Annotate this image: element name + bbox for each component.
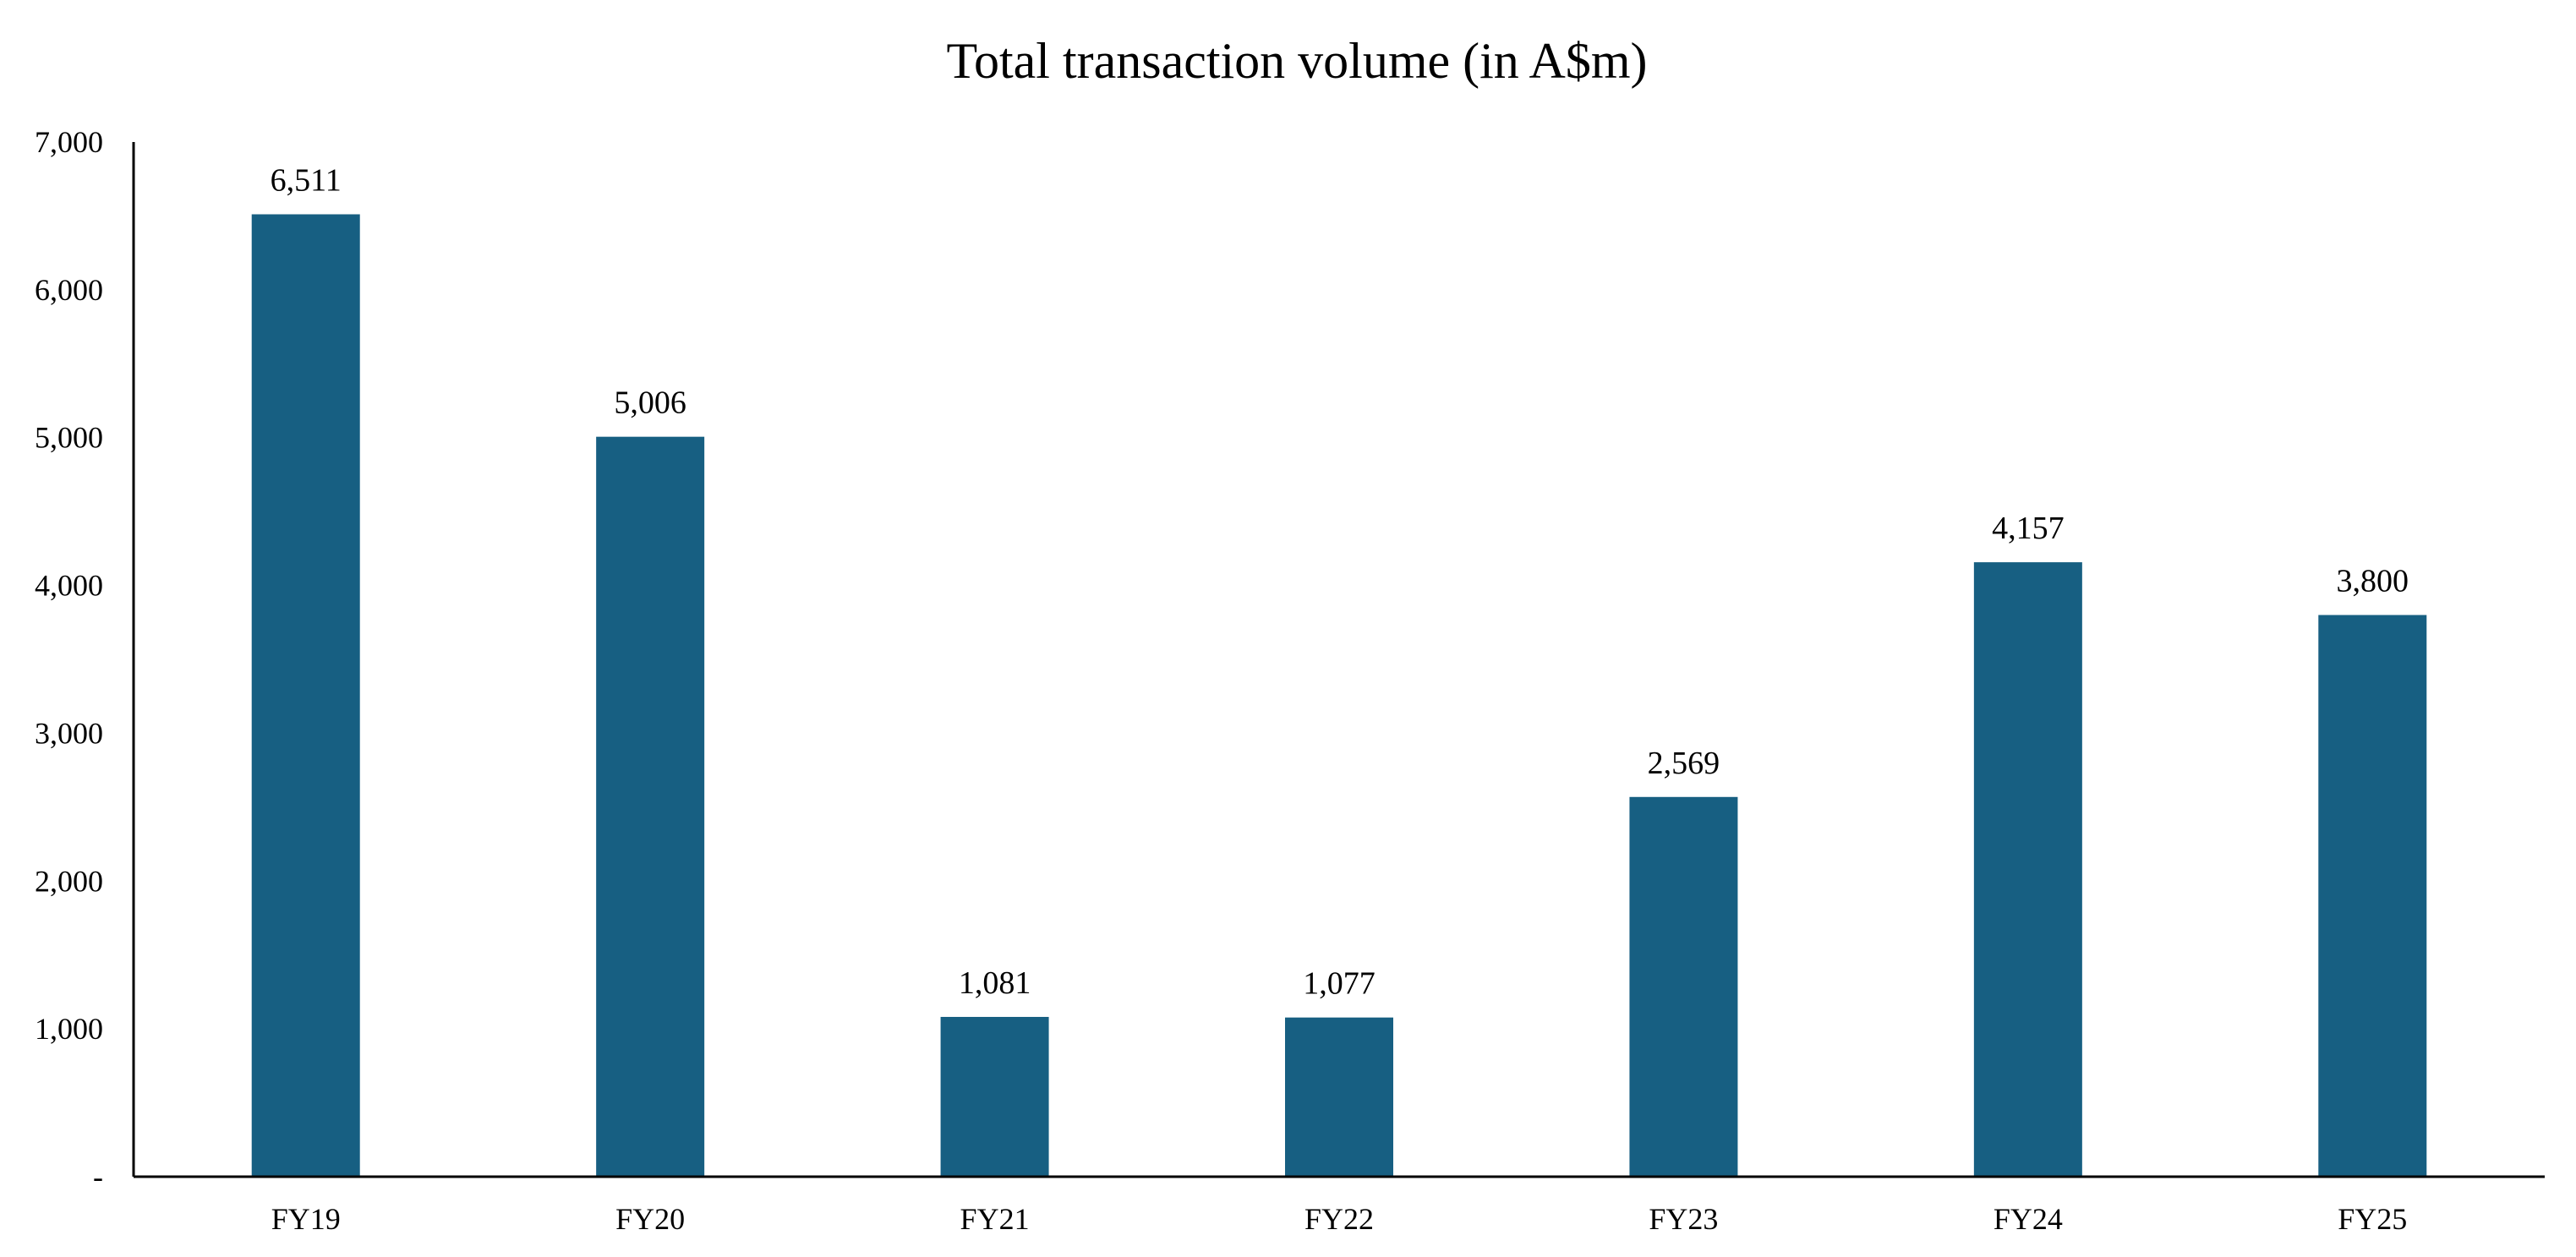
bar-fy24: [1973, 562, 2082, 1177]
x-tick-label: FY19: [271, 1202, 341, 1236]
x-tick-label: FY23: [1649, 1202, 1718, 1236]
x-tick-label: FY20: [615, 1202, 685, 1236]
data-label-fy20: 5,006: [614, 385, 686, 421]
bar-fy22: [1285, 1017, 1393, 1177]
data-labels-group: 6,511 5,006 1,081 1,077 2,569 4,157 3,800: [271, 163, 2409, 1002]
data-label-fy25: 3,800: [2337, 564, 2409, 599]
y-tick-label: 3,000: [35, 716, 103, 750]
bar-fy20: [596, 436, 705, 1177]
y-tick-label: 7,000: [35, 125, 103, 159]
data-label-fy21: 1,081: [959, 965, 1031, 1001]
data-label-fy24: 4,157: [1992, 511, 2065, 546]
y-tick-label: -: [93, 1160, 103, 1194]
data-label-fy22: 1,077: [1303, 966, 1376, 1002]
data-label-fy23: 2,569: [1648, 746, 1720, 781]
bars-group: [251, 214, 2427, 1178]
bar-fy23: [1629, 796, 1738, 1177]
data-label-fy19: 6,511: [271, 163, 342, 199]
bar-fy25: [2318, 615, 2427, 1177]
y-tick-label: 6,000: [35, 273, 103, 307]
y-tick-label: 1,000: [35, 1012, 103, 1046]
x-axis: FY19 FY20 FY21 FY22 FY23 FY24 FY25: [134, 1175, 2545, 1236]
y-tick-label: 4,000: [35, 569, 103, 603]
x-tick-label: FY24: [1994, 1202, 2063, 1236]
x-tick-label: FY21: [960, 1202, 1030, 1236]
y-axis: - 1,000 2,000 3,000 4,000 5,000 6,000 7,000: [35, 125, 135, 1194]
bar-fy19: [251, 214, 360, 1178]
y-tick-label: 5,000: [35, 421, 103, 455]
x-tick-label: FY22: [1304, 1202, 1374, 1236]
x-tick-label: FY25: [2338, 1202, 2407, 1236]
bar-fy21: [940, 1016, 1049, 1177]
y-tick-label: 2,000: [35, 864, 103, 898]
chart-title: Total transaction volume (in A$m): [947, 33, 1648, 89]
